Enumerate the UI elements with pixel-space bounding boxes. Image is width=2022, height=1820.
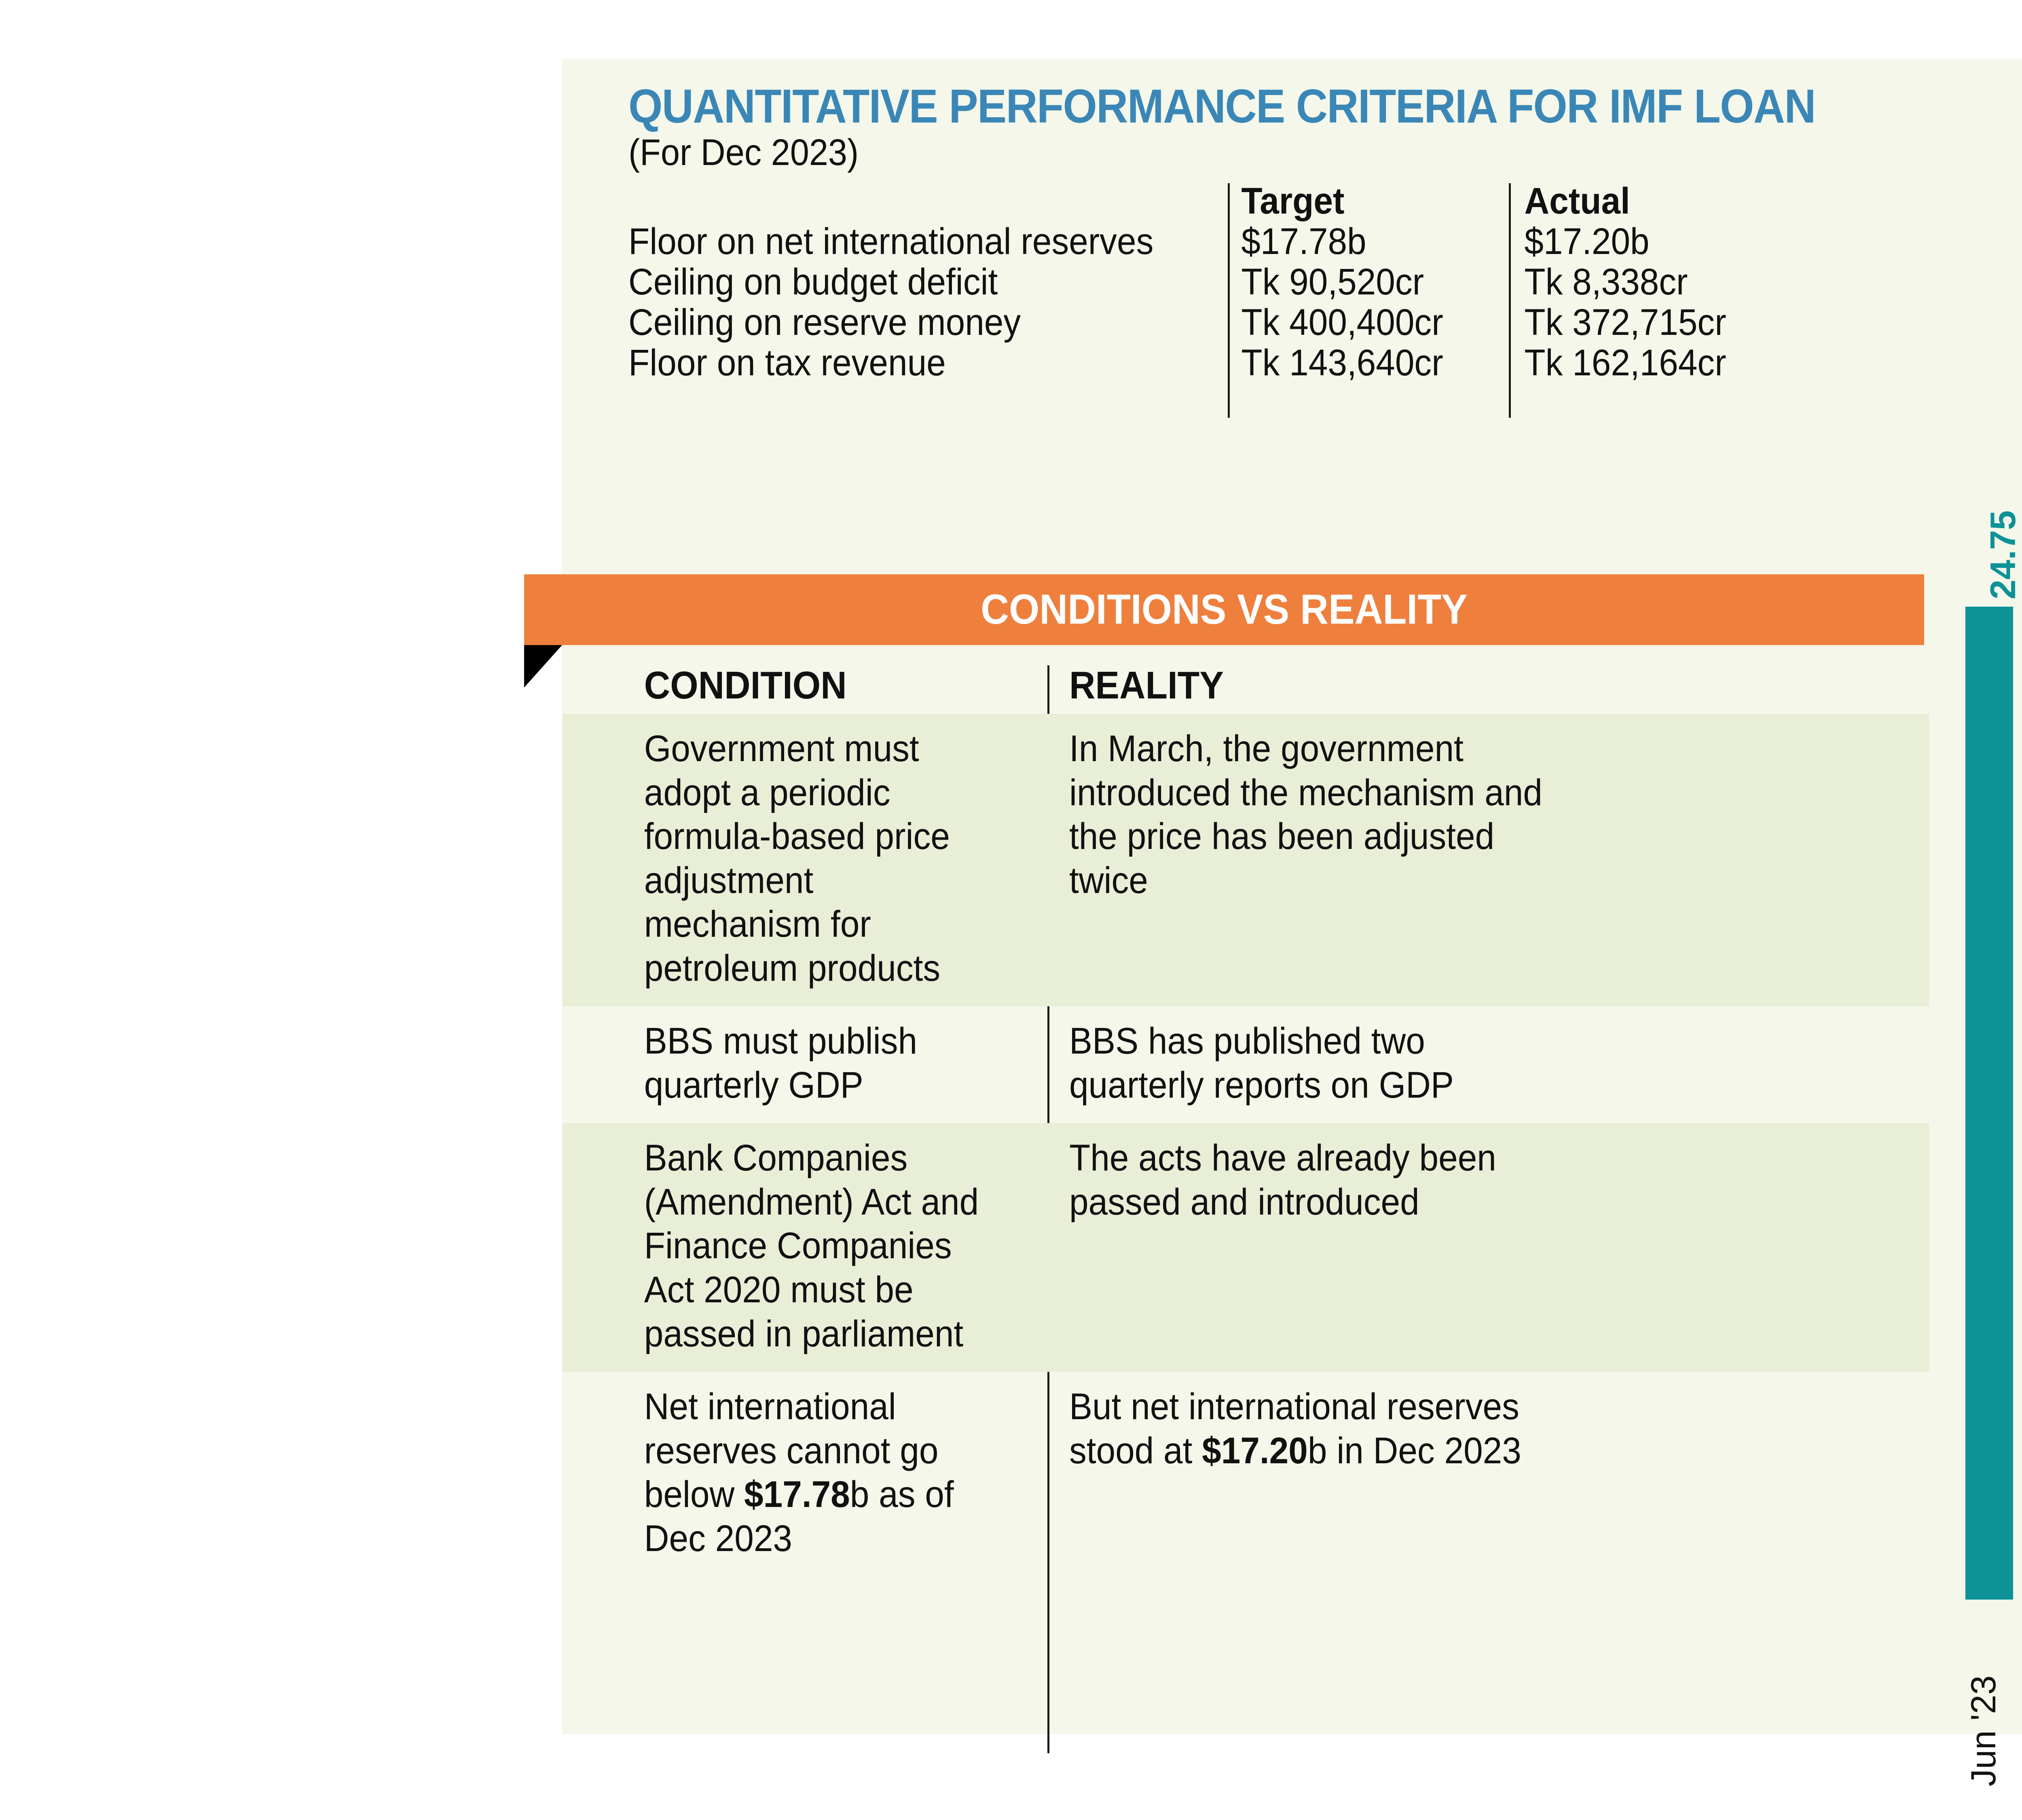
reality-text: The acts have already been passed and in… (1069, 1137, 1496, 1223)
criteria-table: Target Actual Floor on net international… (628, 180, 1918, 418)
table-row: Floor on net international reserves $17.… (628, 220, 1918, 262)
reality-text: But net international reserves stood at … (1069, 1386, 1521, 1471)
conditions-header-row: CONDITION REALITY (562, 657, 1929, 714)
page-subtitle: (For Dec 2023) (628, 132, 859, 173)
table-row: Floor on tax revenue Tk 143,640cr Tk 162… (628, 342, 1918, 383)
criteria-actual: Tk 162,164cr (1524, 342, 1726, 383)
column-header-target: Target (1241, 180, 1345, 222)
reality-text: In March, the government introduced the … (1069, 728, 1542, 901)
table-row: Net international reserves cannot go bel… (562, 1372, 1929, 1577)
conditions-banner: CONDITIONS VS REALITY (524, 574, 1924, 645)
chart-title: Forex reserves as per IMF calculation (1929, 75, 2022, 178)
column-header-actual: Actual (1524, 180, 1630, 222)
chart-bar (1965, 607, 2013, 1600)
condition-text: Government must adopt a periodic formula… (644, 728, 950, 989)
left-panel: QUANTITATIVE PERFORMANCE CRITERIA FOR IM… (524, 59, 1929, 1753)
criteria-target: $17.78b (1241, 221, 1366, 262)
criteria-target: Tk 90,520cr (1241, 261, 1424, 303)
table-divider (1228, 183, 1230, 418)
chart-x-axis: Jun '23JulAugSepOctNovDecJan '24FebMarAp… (1964, 1600, 2022, 1786)
chart-note: *Till April 17 (1929, 212, 2022, 247)
condition-text: BBS must publish quarterly GDP (644, 1020, 918, 1106)
criteria-label: Floor on tax revenue (628, 342, 946, 383)
page-title: QUANTITATIVE PERFORMANCE CRITERIA FOR IM… (628, 80, 1816, 133)
table-row: Bank Companies (Amendment) Act and Finan… (562, 1123, 1929, 1372)
table-row: Ceiling on reserve money Tk 400,400cr Tk… (628, 301, 1918, 343)
condition-text: Net international reserves cannot go bel… (644, 1386, 954, 1559)
criteria-label: Floor on net international reserves (628, 221, 1154, 262)
reality-text: BBS has published two quarterly reports … (1069, 1020, 1454, 1106)
table-row: Government must adopt a periodic formula… (562, 714, 1929, 1007)
criteria-label: Ceiling on budget deficit (628, 261, 998, 303)
condition-text: Bank Companies (Amendment) Act and Finan… (644, 1137, 979, 1354)
table-divider (1509, 183, 1511, 418)
conditions-banner-label: CONDITIONS VS REALITY (981, 586, 1468, 633)
criteria-label: Ceiling on reserve money (628, 302, 1021, 343)
criteria-target: Tk 143,640cr (1241, 342, 1443, 383)
table-header-row: Target Actual (628, 180, 1918, 222)
axis-label: Jun '23 (1964, 1675, 2003, 1786)
chart-subtitle: In billion $; SOURCE: BB (1929, 176, 2022, 209)
forex-reserves-chart: Forex reserves as per IMF calculation In… (1929, 59, 2022, 1786)
criteria-actual: $17.20b (1524, 221, 1650, 262)
criteria-actual: Tk 372,715cr (1524, 302, 1726, 343)
table-row: Ceiling on budget deficit Tk 90,520cr Tk… (628, 261, 1918, 303)
infographic-card: QUANTITATIVE PERFORMANCE CRITERIA FOR IM… (524, 59, 2022, 1786)
column-header-condition: CONDITION (644, 664, 847, 707)
column-header-reality: REALITY (1069, 664, 1224, 707)
criteria-target: Tk 400,400cr (1241, 302, 1443, 343)
criteria-actual: Tk 8,338cr (1524, 261, 1688, 303)
banner-fold-triangle (524, 645, 562, 688)
chart-bar-value-label: 24.75 (1983, 510, 2022, 599)
chart-plot-area: 24.7523.3723.2621.0620.7119.321.8719.962… (1965, 510, 2022, 1600)
table-row: BBS must publish quarterly GDP BBS has p… (562, 1006, 1929, 1123)
conditions-table: CONDITION REALITY Government must adopt … (562, 657, 1929, 1753)
